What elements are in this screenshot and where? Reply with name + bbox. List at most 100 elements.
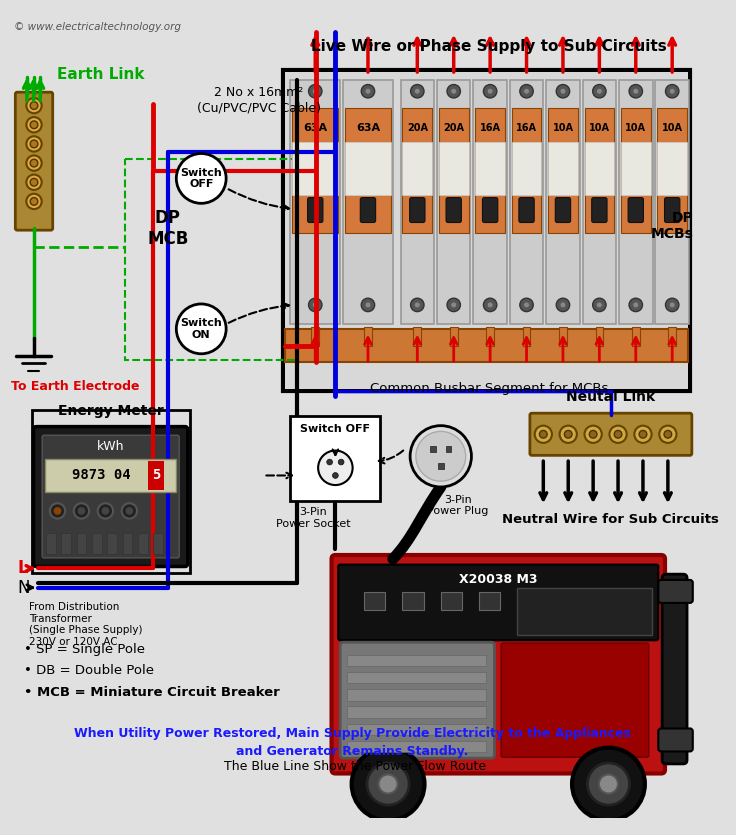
FancyBboxPatch shape	[662, 574, 687, 764]
Circle shape	[411, 84, 424, 98]
FancyBboxPatch shape	[665, 198, 680, 222]
Text: 2 No x 16mm²
(Cu/PVC/PVC Cable): 2 No x 16mm² (Cu/PVC/PVC Cable)	[197, 87, 321, 114]
Text: 16A: 16A	[480, 123, 500, 133]
Text: X20038 M3: X20038 M3	[459, 574, 537, 586]
FancyBboxPatch shape	[15, 92, 53, 230]
Bar	[486, 327, 494, 347]
Circle shape	[572, 747, 645, 821]
Text: Earth Link: Earth Link	[57, 68, 145, 83]
Circle shape	[26, 117, 42, 133]
Circle shape	[30, 159, 38, 167]
Circle shape	[451, 89, 456, 94]
Circle shape	[30, 198, 38, 205]
Circle shape	[30, 179, 38, 186]
Circle shape	[308, 298, 322, 311]
FancyBboxPatch shape	[658, 580, 693, 603]
Circle shape	[659, 426, 676, 443]
Circle shape	[50, 504, 66, 519]
Circle shape	[312, 302, 318, 308]
Bar	[548, 142, 578, 195]
Text: 3-Pin
Power Socket: 3-Pin Power Socket	[276, 507, 350, 529]
Circle shape	[447, 84, 461, 98]
Circle shape	[639, 430, 647, 438]
Circle shape	[633, 89, 639, 94]
Bar	[283, 70, 690, 391]
Text: • MCB = Miniature Circuit Breaker: • MCB = Miniature Circuit Breaker	[24, 686, 280, 699]
Bar	[584, 109, 615, 233]
Circle shape	[520, 298, 534, 311]
Text: 20A: 20A	[443, 123, 464, 133]
Text: Neutal Link: Neutal Link	[566, 390, 656, 403]
Bar	[523, 327, 531, 347]
Circle shape	[414, 302, 420, 308]
Bar	[364, 592, 385, 610]
Bar	[621, 109, 651, 233]
Circle shape	[590, 430, 597, 438]
FancyBboxPatch shape	[290, 416, 381, 501]
Circle shape	[587, 763, 629, 805]
FancyBboxPatch shape	[546, 79, 580, 324]
FancyBboxPatch shape	[400, 79, 434, 324]
Text: • SP = Single Pole: • SP = Single Pole	[24, 644, 145, 656]
FancyBboxPatch shape	[331, 555, 665, 773]
Bar	[403, 109, 432, 233]
Circle shape	[318, 451, 353, 485]
Bar	[657, 109, 687, 233]
Bar	[414, 327, 421, 347]
Text: The Blue Line Show the Power Flow Route: The Blue Line Show the Power Flow Route	[219, 760, 486, 773]
Bar	[439, 142, 469, 195]
Bar	[584, 142, 615, 195]
Bar	[621, 142, 651, 195]
Circle shape	[609, 426, 626, 443]
Bar	[445, 446, 451, 452]
Circle shape	[378, 774, 397, 793]
Circle shape	[98, 504, 113, 519]
Circle shape	[484, 84, 497, 98]
Circle shape	[177, 154, 226, 204]
Text: • DB = Double Pole: • DB = Double Pole	[24, 665, 154, 677]
Bar	[285, 72, 688, 389]
Text: 16A: 16A	[516, 123, 537, 133]
FancyBboxPatch shape	[437, 79, 470, 324]
Circle shape	[584, 426, 602, 443]
Bar	[439, 109, 469, 233]
Circle shape	[367, 763, 409, 805]
Text: 63A: 63A	[356, 123, 380, 133]
Bar	[311, 327, 319, 347]
Bar	[77, 533, 86, 554]
FancyBboxPatch shape	[658, 728, 693, 752]
Circle shape	[633, 302, 639, 308]
Circle shape	[308, 84, 322, 98]
Bar	[450, 327, 458, 347]
Circle shape	[365, 89, 371, 94]
Text: © www.electricaltechnology.org: © www.electricaltechnology.org	[15, 22, 181, 32]
FancyBboxPatch shape	[308, 198, 323, 222]
Circle shape	[102, 507, 109, 514]
FancyBboxPatch shape	[530, 413, 692, 455]
Circle shape	[416, 432, 466, 481]
Circle shape	[30, 140, 38, 148]
Bar	[61, 533, 71, 554]
Circle shape	[596, 89, 602, 94]
Circle shape	[556, 298, 570, 311]
FancyBboxPatch shape	[339, 564, 658, 640]
Text: 3-Pin
Power Plug: 3-Pin Power Plug	[428, 494, 489, 516]
Text: DP
MCB: DP MCB	[147, 209, 188, 248]
FancyBboxPatch shape	[619, 79, 653, 324]
FancyBboxPatch shape	[340, 642, 495, 758]
Circle shape	[177, 304, 226, 354]
Circle shape	[30, 102, 38, 109]
Circle shape	[26, 194, 42, 209]
Bar	[46, 533, 56, 554]
Text: Energy Meter: Energy Meter	[58, 404, 163, 418]
Circle shape	[414, 89, 420, 94]
Bar	[632, 327, 640, 347]
Bar	[32, 410, 190, 573]
Circle shape	[534, 426, 552, 443]
Circle shape	[665, 84, 679, 98]
Circle shape	[596, 302, 602, 308]
Bar	[345, 142, 391, 195]
Text: L: L	[17, 559, 28, 578]
Bar	[595, 327, 604, 347]
Circle shape	[26, 175, 42, 190]
